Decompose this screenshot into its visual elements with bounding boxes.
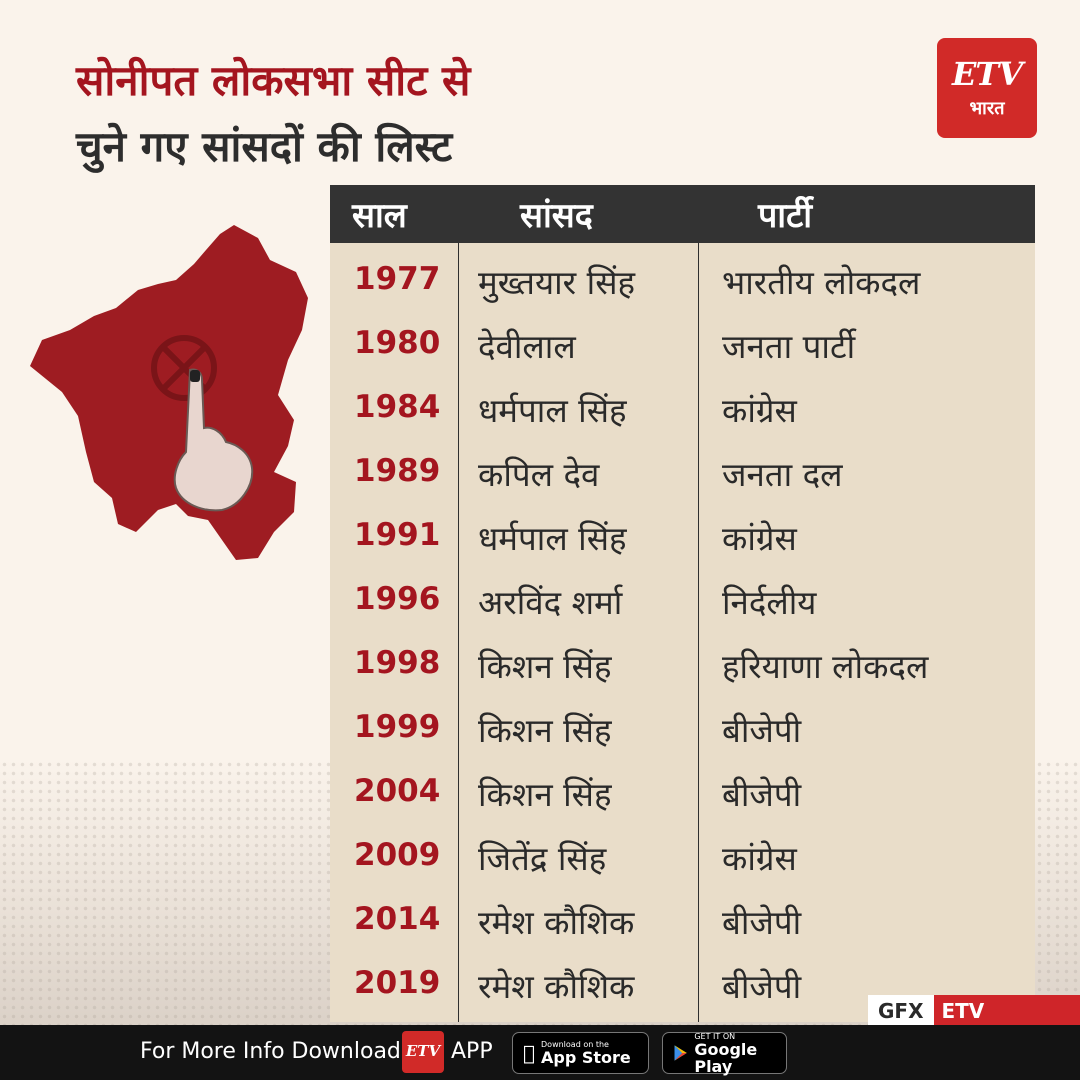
header-mp: सांसद: [520, 196, 593, 236]
cell-year: 1998: [354, 645, 441, 681]
cell-mp: रमेश कौशिक: [478, 903, 635, 942]
table-row: 2009 जितेंद्र सिंह कांग्रेस: [330, 823, 1035, 887]
footer-download-text: For More Info Download: [140, 1039, 401, 1064]
cell-mp: किशन सिंह: [478, 647, 612, 686]
table-row: 2004 किशन सिंह बीजेपी: [330, 759, 1035, 823]
cell-year: 2004: [354, 773, 441, 809]
table-row: 1989 कपिल देव जनता दल: [330, 439, 1035, 503]
appstore-big-text: App Store: [529, 1048, 631, 1067]
app-store-button[interactable]:  Download on the App Store: [512, 1032, 649, 1074]
logo-bharat-text: भारत: [969, 98, 1005, 119]
table-row: 1980 देवीलाल जनता पार्टी: [330, 311, 1035, 375]
table-row: 1984 धर्मपाल सिंह कांग्रेस: [330, 375, 1035, 439]
table-row: 2014 रमेश कौशिक बीजेपी: [330, 887, 1035, 951]
cell-mp: अरविंद शर्मा: [478, 583, 623, 622]
mp-table: साल सांसद पार्टी 1977 मुख्तयार सिंह भारत…: [330, 185, 1035, 1022]
cell-party: बीजेपी: [722, 967, 802, 1006]
play-icon: [674, 1045, 687, 1061]
cell-mp: धर्मपाल सिंह: [478, 519, 627, 558]
cell-party: हरियाणा लोकदल: [722, 647, 929, 686]
apple-icon: : [523, 1041, 535, 1065]
google-play-button[interactable]: GET IT ON Google Play: [662, 1031, 787, 1076]
table-row: 1991 धर्मपाल सिंह कांग्रेस: [330, 503, 1035, 567]
table-row: 2019 रमेश कौशिक बीजेपी: [330, 951, 1035, 1015]
cell-year: 2019: [354, 965, 441, 1001]
table-row: 1998 किशन सिंह हरियाणा लोकदल: [330, 631, 1035, 695]
gfx-label: GFX: [868, 995, 934, 1027]
cell-mp: मुख्तयार सिंह: [478, 263, 636, 302]
page-title: सोनीपत लोकसभा सीट से चुने गए सांसदों की …: [76, 48, 470, 180]
footer-bar: For More Info Download ETV APP  Downloa…: [0, 1025, 1080, 1080]
cell-year: 1980: [354, 325, 441, 361]
cell-party: बीजेपी: [722, 711, 802, 750]
googleplay-big-text: Google Play: [694, 1039, 758, 1076]
cell-year: 2014: [354, 901, 441, 937]
cell-party: जनता दल: [722, 455, 843, 494]
header-year: साल: [352, 196, 407, 236]
table-row: 1977 मुख्तयार सिंह भारतीय लोकदल: [330, 247, 1035, 311]
column-divider: [698, 243, 699, 1022]
cell-year: 1999: [354, 709, 441, 745]
cell-year: 1996: [354, 581, 441, 617]
cell-party: कांग्रेस: [722, 839, 797, 878]
column-divider: [458, 243, 459, 1022]
etv-bharat-logo: ETV भारत: [937, 38, 1037, 138]
cell-party: बीजेपी: [722, 903, 802, 942]
cell-year: 1989: [354, 453, 441, 489]
voting-finger-icon: [173, 368, 254, 512]
table-header: साल सांसद पार्टी: [330, 185, 1035, 243]
table-row: 1996 अरविंद शर्मा निर्दलीय: [330, 567, 1035, 631]
cell-mp: देवीलाल: [478, 327, 576, 366]
title-line-2: चुने गए सांसदों की लिस्ट: [76, 122, 453, 171]
haryana-map-illustration: [30, 225, 308, 560]
gfx-credit-badge: GFX ETV BHARAT: [868, 995, 1080, 1049]
cell-party: जनता पार्टी: [722, 327, 856, 366]
title-line-1: सोनीपत लोकसभा सीट से: [76, 56, 471, 105]
cell-party: भारतीय लोकदल: [722, 263, 921, 302]
cell-mp: धर्मपाल सिंह: [478, 391, 627, 430]
cell-mp: किशन सिंह: [478, 711, 612, 750]
cell-party: बीजेपी: [722, 775, 802, 814]
cell-mp: किशन सिंह: [478, 775, 612, 814]
cell-year: 1977: [354, 261, 441, 297]
ballot-cross-symbol: [151, 335, 217, 401]
footer-etv-logo[interactable]: ETV: [402, 1031, 444, 1073]
cell-year: 1991: [354, 517, 441, 553]
cell-mp: जितेंद्र सिंह: [478, 839, 607, 878]
appstore-small-text: Download on the: [529, 1040, 609, 1049]
table-row: 1999 किशन सिंह बीजेपी: [330, 695, 1035, 759]
googleplay-small-text: GET IT ON: [694, 1031, 736, 1041]
cell-party: निर्दलीय: [722, 583, 817, 622]
footer-app-label: APP: [451, 1039, 493, 1064]
logo-etv-text: ETV: [951, 55, 1023, 93]
cell-mp: कपिल देव: [478, 455, 600, 494]
cell-year: 1984: [354, 389, 441, 425]
cell-year: 2009: [354, 837, 441, 873]
cell-party: कांग्रेस: [722, 391, 797, 430]
cell-mp: रमेश कौशिक: [478, 967, 635, 1006]
cell-party: कांग्रेस: [722, 519, 797, 558]
header-party: पार्टी: [758, 196, 813, 236]
gfx-brand-label: ETV BHARAT: [933, 995, 1080, 1049]
